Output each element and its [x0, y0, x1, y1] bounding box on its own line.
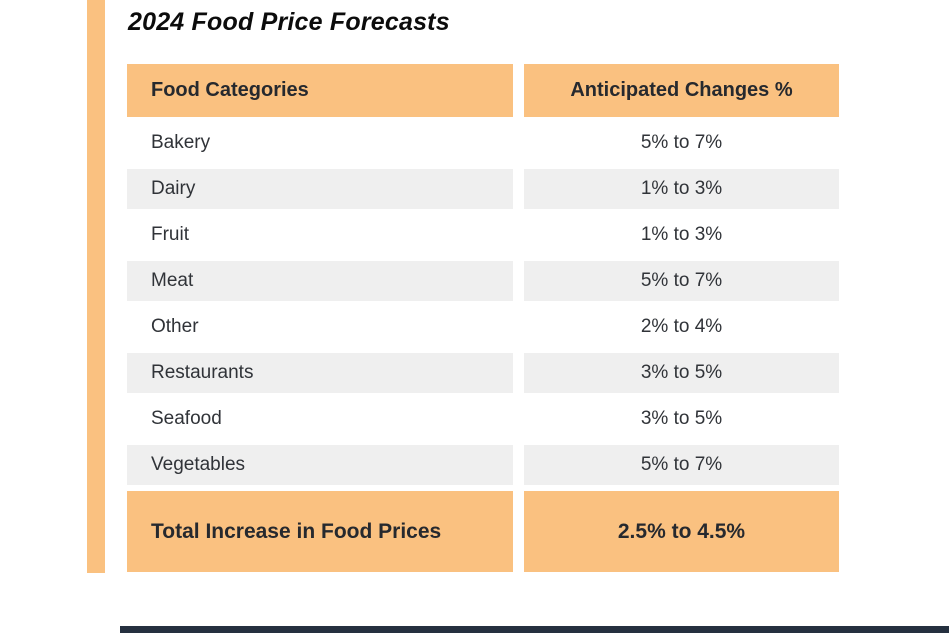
category-cell: Fruit [127, 215, 513, 255]
column-header-anticipated-changes: Anticipated Changes % [524, 64, 839, 117]
category-cell: Restaurants [127, 353, 513, 393]
change-cell: 5% to 7% [524, 261, 839, 301]
change-cell: 5% to 7% [524, 123, 839, 163]
change-cell: 2% to 4% [524, 307, 839, 347]
page-title: 2024 Food Price Forecasts [128, 8, 450, 36]
total-label: Total Increase in Food Prices [127, 491, 513, 572]
category-cell: Vegetables [127, 445, 513, 485]
total-value: 2.5% to 4.5% [524, 491, 839, 572]
change-cell: 1% to 3% [524, 215, 839, 255]
category-cell: Bakery [127, 123, 513, 163]
food-price-forecast-table: Food Categories Anticipated Changes % Ba… [127, 64, 839, 572]
category-cell: Meat [127, 261, 513, 301]
change-cell: 3% to 5% [524, 353, 839, 393]
change-cell: 1% to 3% [524, 169, 839, 209]
category-cell: Dairy [127, 169, 513, 209]
category-cell: Seafood [127, 399, 513, 439]
change-cell: 3% to 5% [524, 399, 839, 439]
left-accent-bar [87, 0, 105, 573]
category-cell: Other [127, 307, 513, 347]
change-cell: 5% to 7% [524, 445, 839, 485]
column-header-food-categories: Food Categories [127, 64, 513, 117]
bottom-section-edge [120, 626, 949, 633]
